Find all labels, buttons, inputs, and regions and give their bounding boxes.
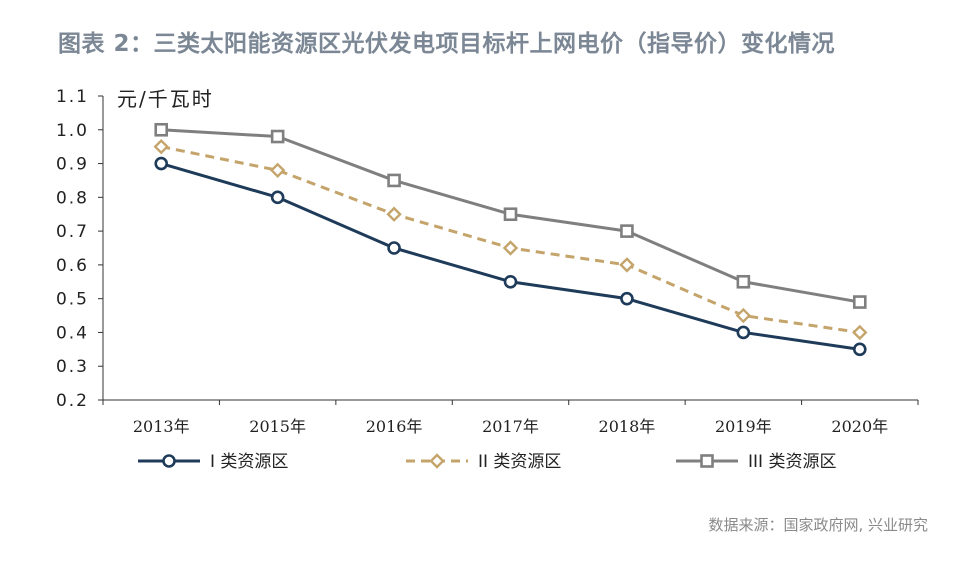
- source-note: 数据来源：国家政府网, 兴业研究: [708, 516, 928, 534]
- series-line: [160, 145, 861, 334]
- x-tick-label: 2016年: [366, 417, 423, 436]
- data-point: [386, 206, 402, 222]
- y-axis-label: 元/千瓦时: [117, 87, 214, 111]
- data-point: [503, 274, 518, 289]
- data-point: [852, 295, 867, 309]
- legend-item-3: III 类资源区: [676, 452, 836, 472]
- legend-item-2: II 类资源区: [406, 452, 561, 472]
- y-tick-label: 1.1: [56, 87, 89, 107]
- data-point: [270, 129, 285, 144]
- series-2: [153, 138, 868, 341]
- x-tick-label: 2013年: [133, 417, 190, 436]
- y-tick-label: 0.8: [56, 188, 89, 208]
- data-point: [270, 190, 285, 205]
- data-point: [736, 325, 751, 340]
- y-tick-label: 0.7: [56, 222, 89, 242]
- data-point: [387, 241, 401, 255]
- x-tick-label: 2019年: [715, 417, 772, 436]
- data-point: [700, 454, 714, 468]
- x-tick-label: 2015年: [249, 417, 306, 436]
- data-point: [852, 324, 868, 341]
- data-point: [154, 156, 169, 171]
- data-point: [503, 207, 518, 222]
- data-point: [429, 453, 445, 469]
- data-point: [154, 122, 169, 137]
- y-tick-label: 0.5: [56, 290, 89, 310]
- data-point: [735, 307, 752, 324]
- y-tick-label: 0.6: [56, 256, 89, 276]
- y-tick-label: 1.0: [56, 121, 89, 141]
- data-point: [162, 454, 176, 468]
- data-point: [502, 240, 519, 256]
- x-tick-label: 2018年: [599, 417, 656, 436]
- legend-label: III 类资源区: [748, 452, 836, 472]
- data-point: [852, 342, 867, 357]
- legend-label: I 类资源区: [210, 452, 288, 472]
- x-tick-label: 2020年: [831, 417, 888, 436]
- data-point: [387, 173, 401, 188]
- legend-item-1: I 类资源区: [138, 452, 288, 472]
- data-point: [620, 224, 634, 238]
- series-layer: [153, 122, 868, 357]
- data-point: [153, 138, 169, 155]
- data-point: [619, 257, 635, 273]
- data-point: [269, 162, 286, 179]
- chart-axes: 0.2 0.3 0.4 0.5 0.6 0.7 0.8 0.9 1.0 1.1 2013年 2015年…: [56, 87, 919, 436]
- y-tick-label: 0.3: [56, 357, 89, 377]
- y-tick-label: 0.2: [56, 391, 89, 411]
- legend-label: II 类资源区: [478, 452, 561, 472]
- y-tick-label: 0.9: [56, 155, 89, 175]
- x-tick-label: 2017年: [482, 417, 539, 436]
- series-line: [160, 162, 861, 351]
- series-1: [154, 156, 867, 357]
- data-point: [736, 274, 751, 289]
- series-3: [154, 122, 867, 309]
- y-tick-label: 0.4: [56, 323, 89, 343]
- data-point: [620, 291, 634, 306]
- chart-legend: I 类资源区 II 类资源区 III 类资源区: [138, 452, 836, 472]
- chart-title: 图表 2：三类太阳能资源区光伏发电项目标杆上网电价（指导价）变化情况: [58, 31, 836, 57]
